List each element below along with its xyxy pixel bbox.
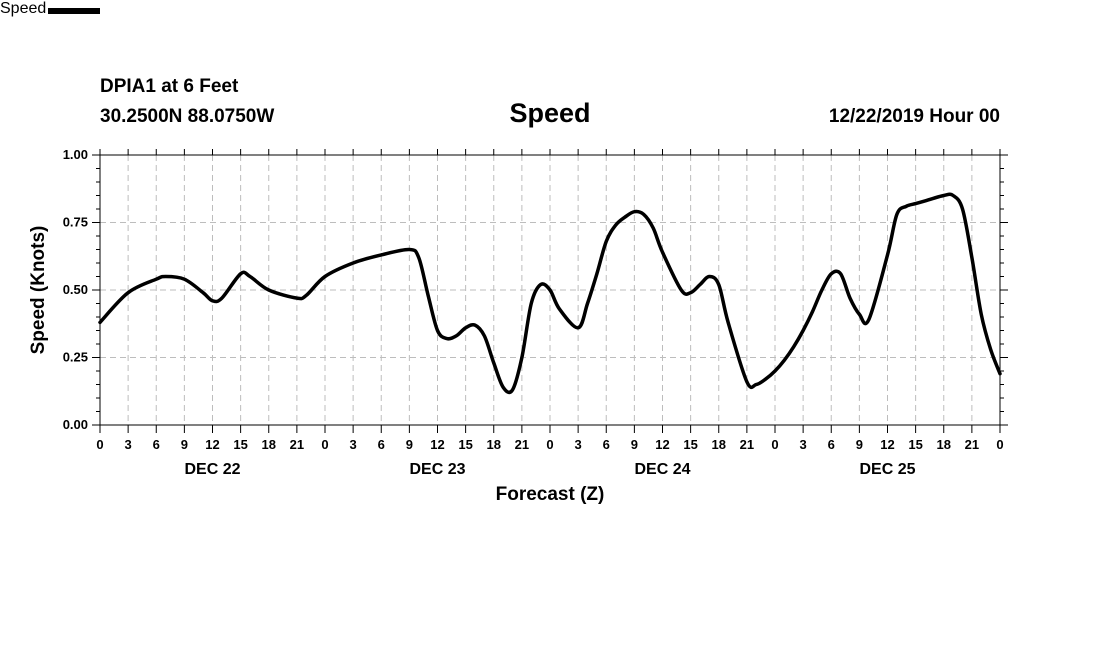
x-tick-label: 9 <box>856 437 863 452</box>
x-tick-label: 0 <box>771 437 778 452</box>
y-tick-label: 0.75 <box>63 215 88 230</box>
legend-label: Speed <box>0 0 47 17</box>
x-tick-label: 21 <box>740 437 754 452</box>
x-tick-label: 15 <box>233 437 247 452</box>
x-tick-label: 18 <box>712 437 726 452</box>
x-tick-label: 0 <box>546 437 553 452</box>
x-tick-label: 15 <box>458 437 472 452</box>
y-tick-label: 1.00 <box>63 147 88 162</box>
x-tick-label: 21 <box>965 437 979 452</box>
x-tick-label: 3 <box>575 437 582 452</box>
x-tick-label: 12 <box>655 437 669 452</box>
day-label: DEC 23 <box>409 461 465 478</box>
legend: Speed <box>0 0 1100 18</box>
x-tick-label: 6 <box>153 437 160 452</box>
x-tick-label: 18 <box>262 437 276 452</box>
x-tick-label: 18 <box>937 437 951 452</box>
x-tick-label: 6 <box>603 437 610 452</box>
x-axis-title: Forecast (Z) <box>496 484 605 505</box>
x-tick-label: 0 <box>321 437 328 452</box>
x-tick-label: 3 <box>800 437 807 452</box>
x-tick-label: 3 <box>350 437 357 452</box>
x-tick-label: 6 <box>828 437 835 452</box>
x-tick-label: 15 <box>908 437 922 452</box>
x-tick-label: 21 <box>515 437 529 452</box>
series-line-speed <box>98 192 1002 395</box>
plot-frame <box>99 154 1001 426</box>
y-axis-title: Speed (Knots) <box>28 226 49 355</box>
x-tick-label: 0 <box>996 437 1003 452</box>
chart-title: Speed <box>509 98 591 128</box>
x-tick-label: 12 <box>430 437 444 452</box>
y-tick-label: 0.25 <box>63 350 88 365</box>
x-tick-label: 18 <box>487 437 501 452</box>
x-tick-label: 12 <box>205 437 219 452</box>
coordinates-label: 30.2500N 88.0750W <box>100 106 275 127</box>
day-label: DEC 22 <box>184 461 240 478</box>
station-label: DPIA1 at 6 Feet <box>100 76 239 97</box>
day-label: DEC 24 <box>634 461 690 478</box>
y-tick-label: 0.50 <box>63 282 88 297</box>
x-tick-label: 15 <box>683 437 697 452</box>
x-tick-label: 12 <box>880 437 894 452</box>
x-tick-label: 9 <box>181 437 188 452</box>
x-tick-label: 0 <box>96 437 103 452</box>
x-tick-label: 21 <box>290 437 304 452</box>
y-tick-label: 0.00 <box>63 417 88 432</box>
legend-line-swatch <box>48 8 101 14</box>
x-tick-label: 9 <box>406 437 413 452</box>
x-tick-label: 6 <box>378 437 385 452</box>
x-tick-label: 9 <box>631 437 638 452</box>
day-label: DEC 25 <box>859 461 915 478</box>
x-tick-label: 3 <box>125 437 132 452</box>
forecast-timestamp: 12/22/2019 Hour 00 <box>828 106 1000 127</box>
